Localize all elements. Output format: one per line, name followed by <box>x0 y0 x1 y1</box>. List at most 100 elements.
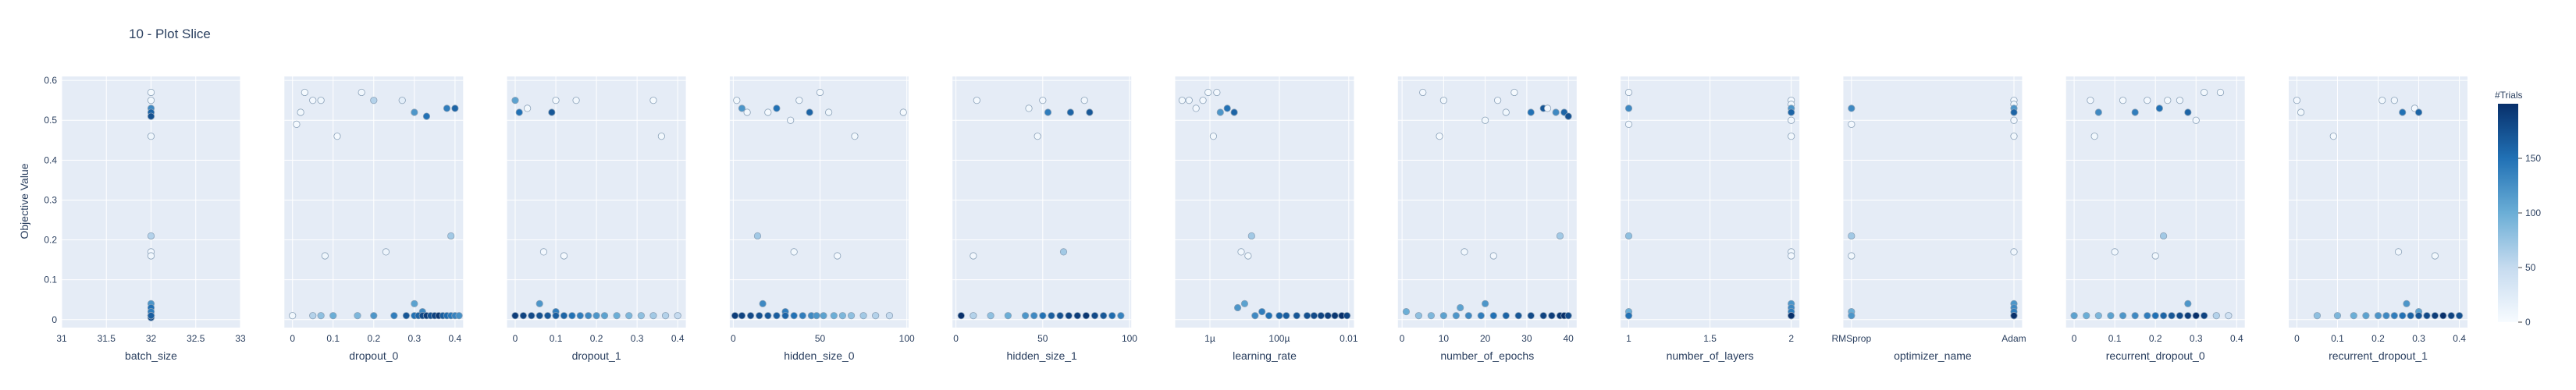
trial-point <box>2201 88 2208 97</box>
x-tick-label: 30 <box>1521 333 1532 344</box>
trial-point <box>1624 232 1633 240</box>
x-tick-label: 0 <box>731 333 736 344</box>
trial-point <box>733 97 741 105</box>
trial-point <box>1624 312 1633 320</box>
trial-point <box>2176 97 2184 105</box>
trial-point <box>973 97 980 105</box>
trial-point <box>2160 232 2168 240</box>
trial-point <box>1303 312 1311 320</box>
trial-point <box>731 312 739 320</box>
colorbar-title: #Trials <box>2495 90 2523 101</box>
trial-point <box>1258 307 1266 316</box>
x-tick-label: 100 <box>1122 333 1137 344</box>
x-tick-label: 33 <box>235 333 246 344</box>
trial-point <box>1624 105 1633 112</box>
x-axis-label: learning_rate <box>1233 349 1297 362</box>
x-tick-label: 31.5 <box>98 333 116 344</box>
trial-point <box>2447 312 2455 320</box>
trial-point <box>1233 303 1242 312</box>
x-tick-label: 0 <box>2072 333 2077 344</box>
trial-point <box>289 312 297 320</box>
trial-point <box>1552 108 1560 116</box>
subplot-recurrent_dropout_0: 0 0.1 0.2 0.3 0.4 recurrent_dropout_0 <box>2065 76 2245 362</box>
trial-point <box>816 88 824 97</box>
trial-point <box>1056 312 1064 320</box>
x-tick-label: 0 <box>513 333 518 344</box>
trial-point <box>572 97 580 105</box>
x-axis-label: recurrent_dropout_1 <box>2329 349 2428 362</box>
trial-point <box>2374 312 2382 320</box>
trial-point <box>851 133 859 140</box>
trial-point <box>411 108 418 116</box>
x-tick-label: 0.3 <box>408 333 422 344</box>
trial-point <box>1251 312 1259 320</box>
x-tick-label: 32 <box>146 333 157 344</box>
trial-point <box>548 108 556 116</box>
trial-point <box>422 112 431 120</box>
trial-point <box>147 252 155 260</box>
x-tick-label: 31 <box>56 333 67 344</box>
trial-point <box>535 312 543 320</box>
trial-point <box>2313 312 2322 320</box>
trial-point <box>885 312 894 320</box>
trial-point <box>1021 312 1030 320</box>
trial-point <box>806 108 813 116</box>
x-axis-label: optimizer_name <box>1894 349 1972 362</box>
trial-point <box>317 312 325 320</box>
y-tick-label: 0 <box>52 314 57 325</box>
trial-point <box>2423 312 2431 320</box>
trial-point <box>2390 312 2398 320</box>
trial-point <box>674 312 681 320</box>
trial-point <box>872 312 880 320</box>
trial-point <box>592 312 600 320</box>
trial-point <box>613 312 621 320</box>
x-tick-label: 0.2 <box>2371 333 2385 344</box>
subplot-hidden_size_1: 0 50 100 hidden_size_1 <box>952 76 1137 362</box>
trial-point <box>370 97 378 105</box>
trial-point <box>1044 108 1052 116</box>
trial-point <box>382 248 390 256</box>
subplot-hidden_size_0: 0 50 100 hidden_size_0 <box>729 76 915 362</box>
x-tick-label: 0.2 <box>590 333 603 344</box>
trial-point <box>2192 116 2200 124</box>
colorbar-tick-label: 50 <box>2525 262 2536 273</box>
trial-point <box>2297 108 2305 116</box>
y-tick-label: 0.2 <box>44 235 57 246</box>
trial-point <box>820 312 827 320</box>
trial-point <box>147 133 155 140</box>
trial-point <box>354 312 361 320</box>
plot-area <box>729 76 909 328</box>
trial-point <box>1457 303 1464 312</box>
plot-area <box>952 76 1132 328</box>
x-tick-label: 0.4 <box>2230 333 2243 344</box>
trial-point <box>2431 312 2439 320</box>
x-tick-label: 0.3 <box>2190 333 2203 344</box>
trial-point <box>1564 112 1572 120</box>
plot-area <box>1843 76 2023 328</box>
trial-point <box>451 105 459 112</box>
trial-point <box>987 312 994 320</box>
trial-point <box>447 232 455 240</box>
y-tick-label: 0.3 <box>44 194 57 205</box>
trial-point <box>402 312 411 320</box>
subplot-panels: 0 0.1 0.2 0.3 0.4 0.5 0.6 31 31.5 32 32.5 33 batch_s… <box>44 75 2467 362</box>
trial-point <box>2192 312 2200 320</box>
x-tick-label: 20 <box>1480 333 1491 344</box>
x-axis-label: recurrent_dropout_0 <box>2106 349 2205 362</box>
trial-point <box>2399 108 2407 116</box>
trial-point <box>2160 312 2168 320</box>
trial-point <box>2111 248 2119 256</box>
trial-point <box>2144 312 2151 320</box>
trial-point <box>544 312 552 320</box>
trial-point <box>830 312 838 320</box>
trial-point <box>1848 105 1856 112</box>
trial-point <box>2010 312 2018 320</box>
trial-point <box>781 312 789 320</box>
trial-point <box>859 312 867 320</box>
trial-point <box>539 248 548 256</box>
trial-point <box>790 312 798 320</box>
trial-point <box>1494 97 1502 105</box>
trial-point <box>1209 133 1218 140</box>
plot-area <box>1397 76 1577 328</box>
trial-point <box>2176 312 2184 320</box>
